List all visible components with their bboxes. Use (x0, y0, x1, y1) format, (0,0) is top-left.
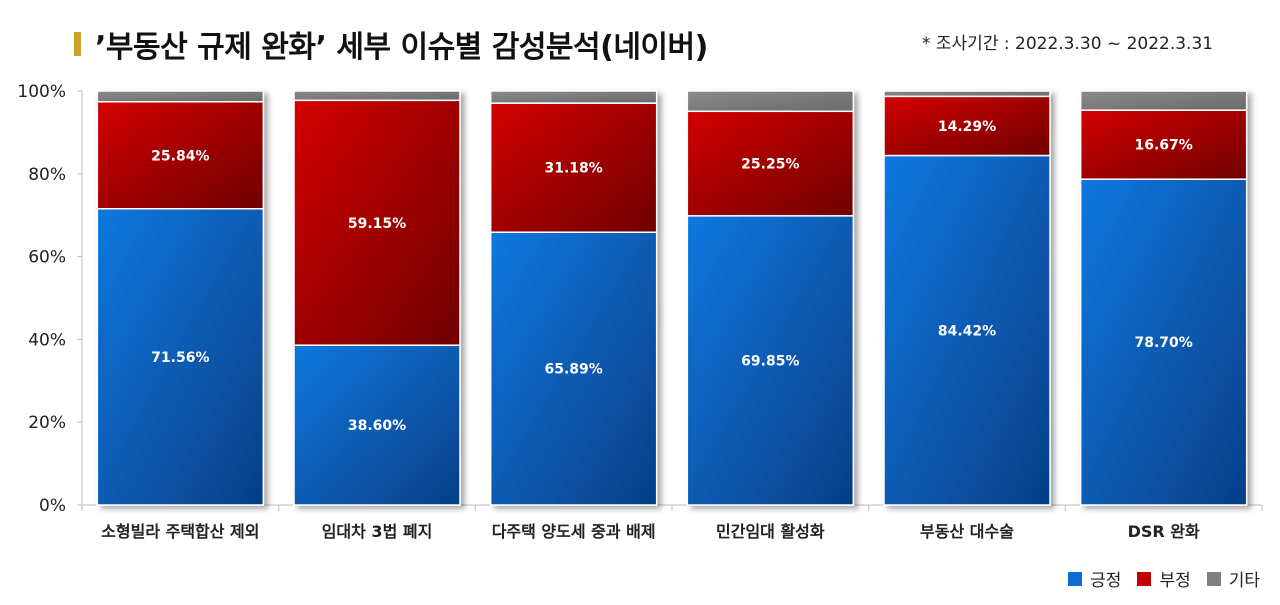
bar-stack (96, 90, 265, 506)
survey-period: * 조사기간 : 2022.3.30 ~ 2022.3.31 (922, 34, 1214, 54)
bar-stack (293, 90, 461, 506)
data-label: 25.25% (741, 157, 799, 173)
legend-label: 긍정 (1090, 571, 1122, 591)
y-tick-label: 20% (28, 413, 66, 433)
data-label: 69.85% (741, 353, 799, 369)
data-label: 14.29% (938, 119, 996, 135)
bar-stack (686, 90, 855, 506)
y-tick-label: 100% (17, 82, 66, 102)
bar-segment-negative (96, 101, 265, 210)
bar-segment-negative (883, 95, 1051, 157)
legend-label: 부정 (1159, 571, 1191, 591)
bar-segment-other (1079, 90, 1248, 111)
bar-segment-negative (1079, 109, 1248, 180)
data-label: 16.67% (1135, 138, 1193, 154)
bar-segment-positive (293, 344, 461, 506)
bar-segment-other (293, 90, 461, 102)
chart-title: ’부동산 규제 완화’ 세부 이슈별 감성분석(네이버) (95, 30, 708, 65)
legend-item: 부정 (1137, 566, 1191, 591)
bar-stack (883, 90, 1051, 506)
bar-segment-other (96, 90, 265, 103)
bar-segment-positive (489, 231, 658, 506)
y-tick-label: 0% (39, 496, 66, 516)
y-tick-label: 40% (28, 330, 66, 350)
legend-swatch (1137, 571, 1152, 586)
legend-label: 기타 (1228, 571, 1260, 591)
bar-segment-other (883, 90, 1051, 98)
bar-segment-negative (489, 102, 658, 233)
bar-stack (489, 90, 658, 506)
chart-title-block: ’부동산 규제 완화’ 세부 이슈별 감성분석(네이버) (74, 22, 708, 66)
legend-item: 기타 (1206, 566, 1260, 591)
data-label: 71.56% (151, 350, 209, 366)
legend-swatch (1068, 571, 1083, 586)
y-tick-label: 80% (28, 165, 66, 185)
data-label: 84.42% (938, 323, 996, 339)
y-tick-label: 60% (28, 248, 66, 268)
bar-segment-other (489, 90, 658, 104)
bar-stack (1079, 90, 1248, 506)
x-tick-label: DSR 완화 (1128, 522, 1200, 541)
title-accent-bar (74, 32, 81, 56)
chart-legend: 긍정 부정 기타 (1052, 566, 1260, 591)
x-tick-label: 다주택 양도세 중과 배제 (492, 522, 656, 541)
bar-segment-positive (96, 207, 265, 506)
bar-segment-negative (293, 99, 461, 346)
legend-swatch (1206, 571, 1221, 586)
x-tick-label: 부동산 대수술 (920, 522, 1014, 541)
data-label: 65.89% (545, 362, 603, 378)
bar-segment-positive (1079, 178, 1248, 506)
bar-segment-negative (686, 110, 855, 217)
x-tick-label: 소형빌라 주택합산 제외 (101, 522, 259, 541)
bar-segment-positive (686, 215, 855, 506)
legend-item: 긍정 (1068, 566, 1121, 591)
data-label: 38.60% (348, 418, 406, 434)
data-label: 78.70% (1135, 335, 1193, 351)
data-label: 59.15% (348, 216, 406, 232)
x-tick-label: 민간임대 활성화 (716, 522, 825, 541)
x-tick-label: 임대차 3법 폐지 (322, 522, 433, 541)
data-label: 25.84% (151, 148, 209, 164)
bar-segment-other (686, 90, 855, 113)
data-label: 31.18% (545, 161, 603, 177)
